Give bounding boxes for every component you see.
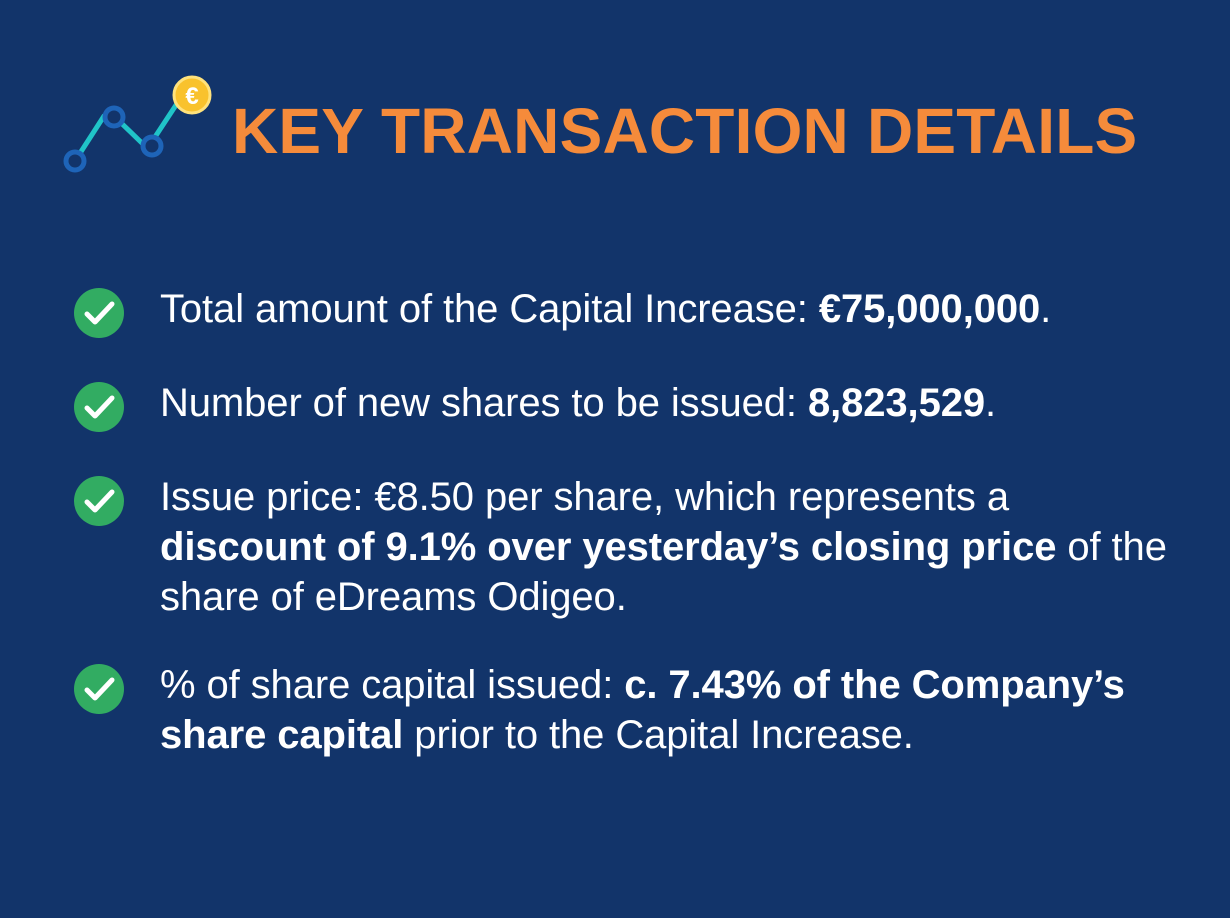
checkmark-icon <box>72 286 126 340</box>
detail-item: Total amount of the Capital Increase: €7… <box>72 284 1192 340</box>
detail-suffix: . <box>1040 287 1052 331</box>
detail-value: €75,000,000 <box>818 287 1041 331</box>
detail-suffix: prior to the Capital Increase. <box>403 713 914 757</box>
detail-value: c. 7.43% of the Company’s share capital <box>160 663 1125 757</box>
detail-label: % of share capital issued: <box>160 663 625 707</box>
checkmark-icon <box>72 380 126 434</box>
transaction-details-list: Total amount of the Capital Increase: €7… <box>72 284 1192 760</box>
checkmark-icon <box>72 474 126 528</box>
detail-text: % of share capital issued: c. 7.43% of t… <box>160 660 1170 760</box>
header: € KEY TRANSACTION DETAILS <box>62 74 1182 184</box>
detail-item: Number of new shares to be issued: 8,823… <box>72 378 1192 434</box>
detail-suffix: of the share of eDreams Odigeo. <box>160 525 1167 619</box>
detail-label: Issue price: €8.50 per share, which repr… <box>160 475 1009 519</box>
page-title: KEY TRANSACTION DETAILS <box>232 95 1138 167</box>
detail-value: discount of 9.1% over yesterday’s closin… <box>160 525 1057 569</box>
detail-text: Number of new shares to be issued: 8,823… <box>160 378 996 428</box>
detail-label: Total amount of the Capital Increase: <box>160 287 819 331</box>
coin-symbol: € <box>185 83 198 110</box>
detail-item: % of share capital issued: c. 7.43% of t… <box>72 660 1192 760</box>
detail-value: 8,823,529 <box>807 381 986 425</box>
euro-trend-chart-icon: € <box>62 74 222 184</box>
checkmark-icon <box>72 662 126 716</box>
detail-item: Issue price: €8.50 per share, which repr… <box>72 472 1192 622</box>
detail-text: Issue price: €8.50 per share, which repr… <box>160 472 1170 622</box>
detail-label: Number of new shares to be issued: <box>160 381 808 425</box>
detail-text: Total amount of the Capital Increase: €7… <box>160 284 1051 334</box>
detail-suffix: . <box>985 381 997 425</box>
